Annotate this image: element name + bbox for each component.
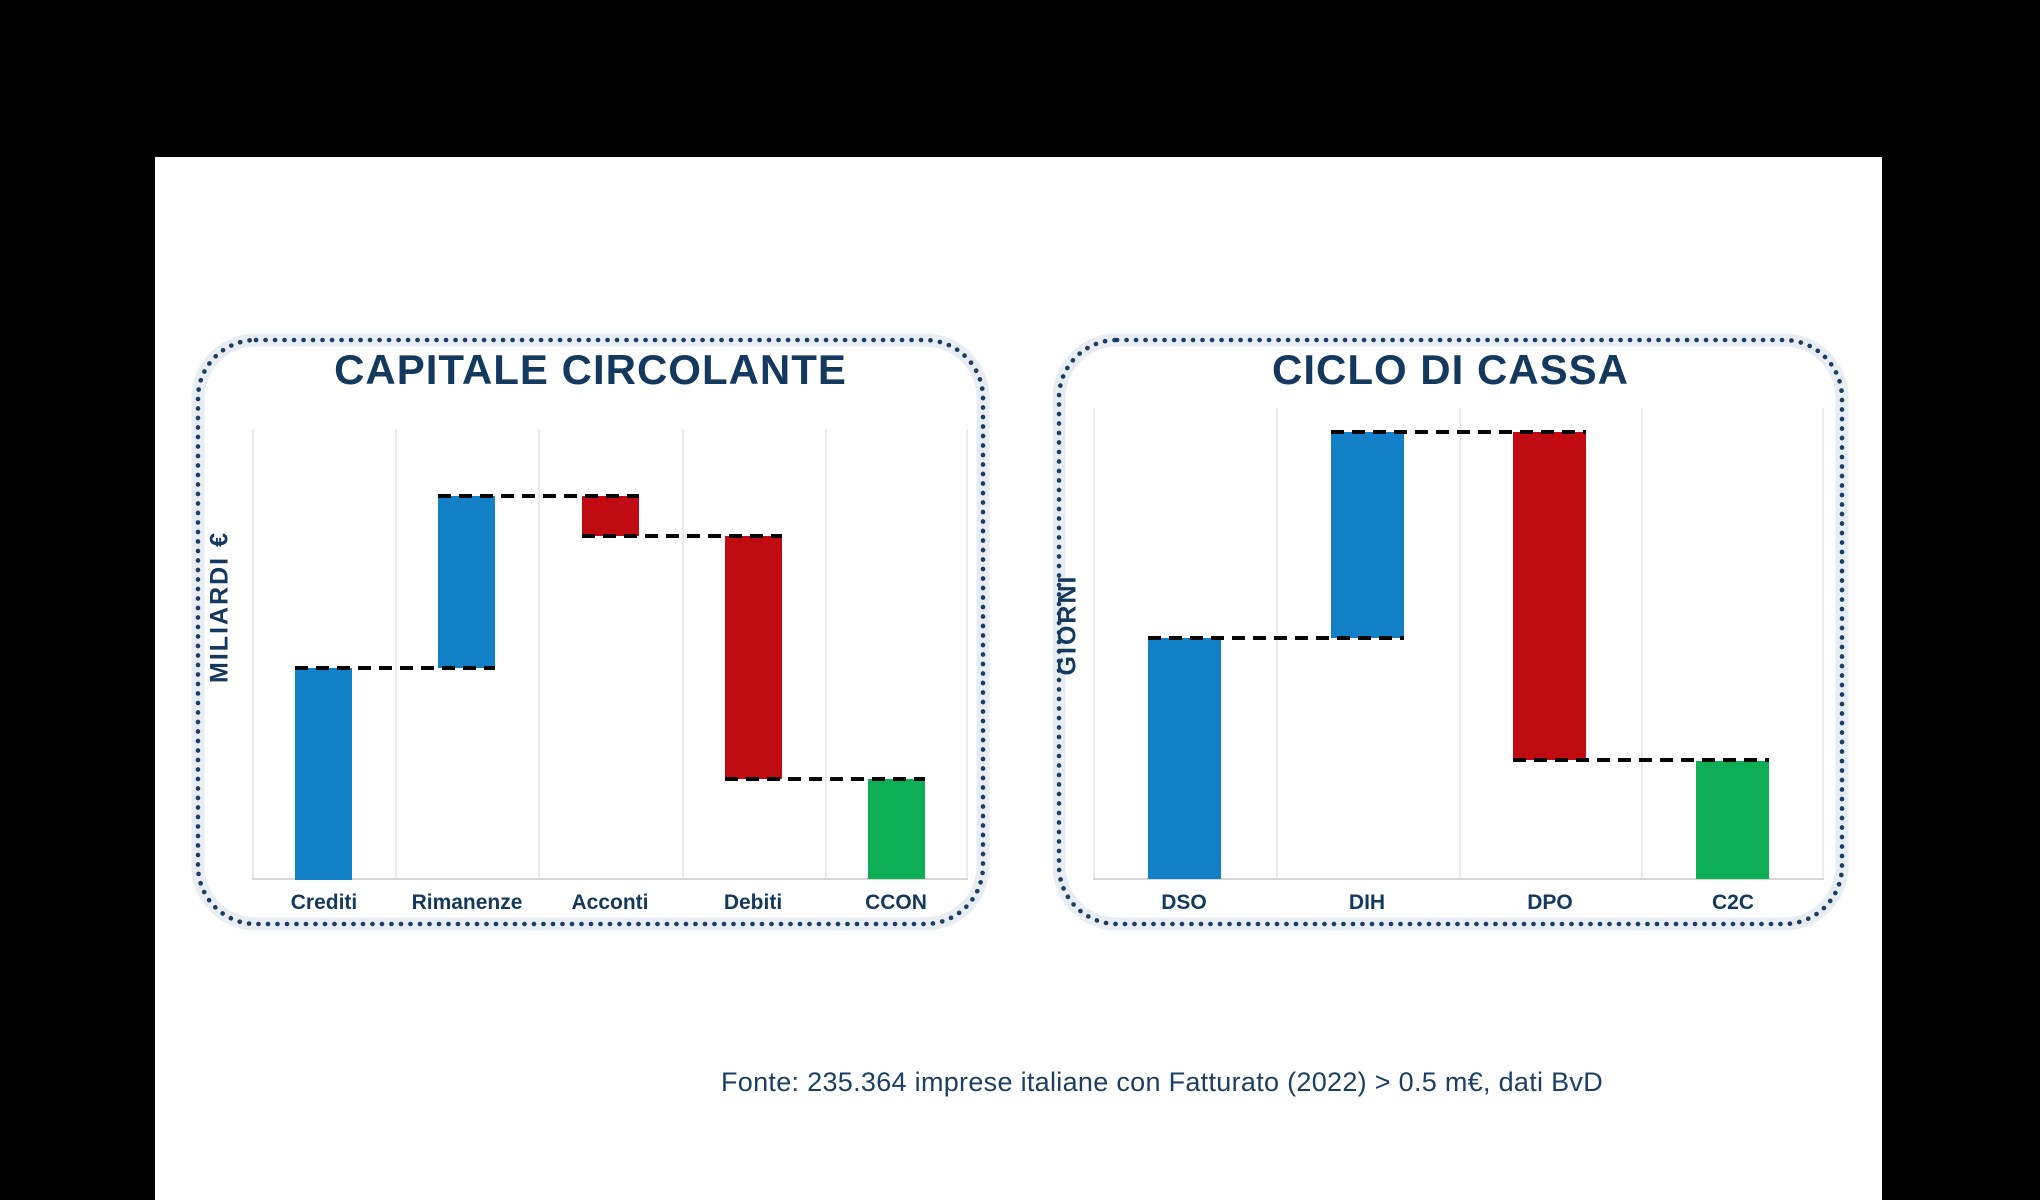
category-label-dso: DSO (1161, 891, 1207, 914)
gridline (825, 429, 827, 879)
category-label-dih: DIH (1348, 891, 1386, 914)
gridline (1276, 408, 1278, 879)
gridline (1641, 408, 1643, 879)
gridline (252, 429, 254, 879)
bar-dih (1331, 432, 1404, 638)
category-label-rimanenze: Rimanenze (411, 891, 523, 914)
waterfall-connector (1331, 430, 1586, 434)
bar-dpo (1513, 432, 1586, 760)
gridline (682, 429, 684, 879)
chart-title-ciclo-di-cassa: CICLO DI CASSA (1271, 346, 1629, 393)
bar-rimanenze (438, 496, 495, 668)
bar-acconti (582, 496, 639, 536)
waterfall-plot-ciclo-di-cassa: DSO DIH DPO C2C (1093, 408, 1824, 914)
waterfall-connector (1148, 636, 1404, 640)
gridline (395, 429, 397, 879)
waterfall-plot-capitale-circolante: Crediti Rimanenze Acconti Debiti CCON (252, 429, 968, 914)
category-label-crediti: Crediti (290, 891, 358, 914)
gridline (1093, 408, 1095, 879)
y-axis-label-miliardi: MILIARDI € (205, 531, 234, 683)
chart-title-capitale-circolante: CAPITALE CIRCOLANTE (334, 346, 847, 393)
axis-baseline (252, 878, 968, 880)
panel-dotted-border (191, 333, 990, 931)
panel-border-dots (1056, 337, 1845, 927)
panel-capitale-circolante: CAPITALE CIRCOLANTE (189, 331, 992, 933)
category-label-debiti: Debiti (723, 891, 783, 914)
category-label-c2c: C2C (1711, 891, 1755, 914)
waterfall-connector (582, 534, 782, 538)
category-label-ccon: CCON (865, 891, 927, 914)
y-axis-label-giorni: GIORNI (1053, 574, 1082, 676)
panel-border-dots (195, 337, 986, 927)
bar-debiti (725, 536, 782, 779)
bar-crediti (295, 668, 352, 880)
waterfall-connector (725, 777, 925, 781)
gridline (538, 429, 540, 879)
waterfall-connector (1513, 758, 1769, 762)
gridline (1459, 408, 1461, 879)
source-note: Fonte: 235.364 imprese italiane con Fatt… (721, 1067, 1604, 1097)
bar-dso (1148, 638, 1221, 879)
panel-ciclo-di-cassa: CICLO DI CASSA (1050, 331, 1851, 933)
bar-c2c (1696, 761, 1769, 879)
slide: CAPITALE CIRCOLANTE CICLO DI CASSA MILIA… (155, 157, 1882, 1200)
gridline (966, 429, 968, 879)
category-label-dpo: DPO (1527, 891, 1573, 914)
waterfall-connector (295, 666, 495, 670)
category-label-acconti: Acconti (571, 891, 649, 914)
axis-baseline (1093, 878, 1824, 880)
gridline (1822, 408, 1824, 879)
panel-dotted-border (1052, 333, 1849, 931)
waterfall-connector (438, 494, 639, 498)
bar-ccon (868, 779, 925, 879)
